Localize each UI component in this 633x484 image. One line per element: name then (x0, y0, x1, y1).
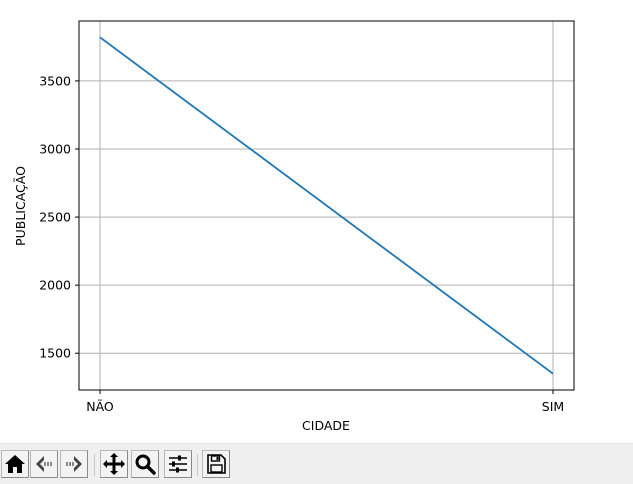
line-chart: 1500 2000 2500 3000 3500 NÃO SIM CIDADE PUBLIC… (13, 20, 575, 433)
pan-button[interactable] (100, 450, 128, 478)
x-tick-label: SIM (542, 399, 564, 414)
y-axis-label: PUBLICAÇÃO (13, 166, 28, 246)
tick-layer: 1500 2000 2500 3000 3500 NÃO SIM (39, 73, 564, 414)
pan-move-icon (103, 453, 125, 475)
sliders-icon (169, 455, 187, 473)
navigation-toolbar (0, 443, 633, 484)
back-arrow-icon (36, 456, 52, 472)
home-button[interactable] (1, 450, 29, 478)
x-tick-label: NÃO (86, 399, 114, 414)
y-tick-label: 3500 (39, 73, 71, 88)
y-tick-label: 3000 (39, 141, 71, 156)
y-tick-label: 2500 (39, 210, 71, 225)
figure-canvas: 1500 2000 2500 3000 3500 NÃO SIM CIDADE PUBLIC… (13, 20, 575, 433)
back-button[interactable] (30, 450, 58, 478)
y-tick-label: 1500 (39, 346, 71, 361)
toolbar-separator (197, 454, 198, 476)
grid-lines (79, 21, 574, 390)
forward-button[interactable] (60, 450, 88, 478)
configure-subplots-button[interactable] (164, 450, 192, 478)
home-icon (5, 455, 25, 473)
series-line (99, 36, 554, 375)
floppy-save-icon (207, 454, 226, 474)
toolbar-separator (94, 454, 95, 476)
zoom-magnifier-icon (135, 454, 156, 475)
series-layer (99, 36, 554, 375)
y-tick-label: 2000 (39, 278, 71, 293)
forward-arrow-icon (66, 456, 82, 472)
save-button[interactable] (202, 450, 230, 478)
zoom-button[interactable] (131, 450, 159, 478)
x-axis-label: CIDADE (302, 418, 350, 433)
axes-frame (78, 20, 575, 391)
